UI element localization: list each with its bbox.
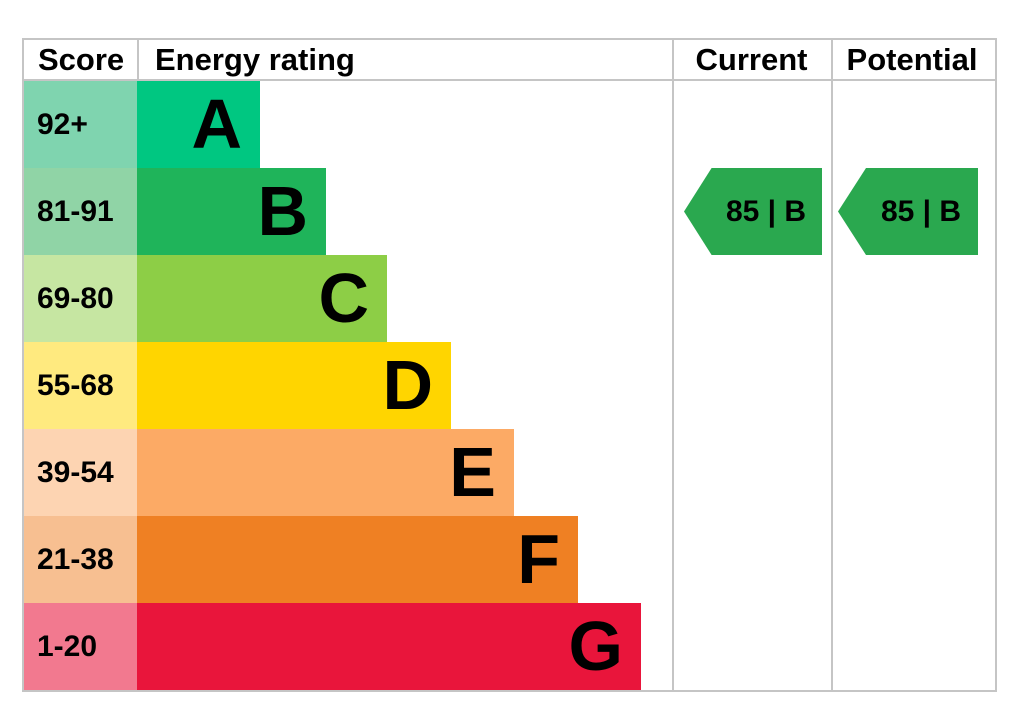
band-row-g: 1-20 G [24, 603, 672, 690]
current-column-header: Current [695, 42, 808, 77]
energy-rating-column-header: Energy rating [155, 42, 355, 77]
band-row-c: 69-80 C [24, 255, 672, 342]
potential-column-divider-line [831, 40, 833, 690]
score-range-d: 55-68 [24, 342, 137, 429]
score-header-divider-line [137, 40, 139, 81]
table-header-row: Score Energy rating Current Potential [24, 40, 995, 79]
band-letter-b: B [257, 172, 308, 250]
band-bar-f: F [137, 516, 578, 603]
band-row-b: 81-91 B [24, 168, 672, 255]
band-bar-b: B [137, 168, 326, 255]
band-letter-c: C [318, 259, 369, 337]
score-range-b: 81-91 [24, 168, 137, 255]
band-bar-c: C [137, 255, 387, 342]
band-bar-g: G [137, 603, 641, 690]
potential-column-header: Potential [846, 42, 978, 77]
score-column-header: Score [38, 42, 125, 77]
current-rating-arrow: 85 | B [684, 168, 822, 255]
band-bar-d: D [137, 342, 451, 429]
header-divider-line [24, 79, 995, 81]
score-range-c: 69-80 [24, 255, 137, 342]
band-letter-g: G [568, 607, 623, 685]
band-letter-e: E [449, 433, 496, 511]
band-row-f: 21-38 F [24, 516, 672, 603]
score-range-g: 1-20 [24, 603, 137, 690]
band-letter-d: D [382, 346, 433, 424]
score-range-f: 21-38 [24, 516, 137, 603]
score-range-a: 92+ [24, 81, 137, 168]
band-row-e: 39-54 E [24, 429, 672, 516]
band-letter-a: A [191, 85, 242, 163]
current-column-divider-line [672, 40, 674, 690]
band-bar-a: A [137, 81, 260, 168]
band-rows: 92+ A 81-91 B 69-80 C 55-68 D [24, 81, 672, 690]
band-letter-f: F [517, 520, 560, 598]
epc-table: Score Energy rating Current Potential 92… [22, 38, 997, 692]
score-range-e: 39-54 [24, 429, 137, 516]
band-bar-e: E [137, 429, 514, 516]
band-row-a: 92+ A [24, 81, 672, 168]
band-row-d: 55-68 D [24, 342, 672, 429]
potential-rating-arrow: 85 | B [838, 168, 978, 255]
